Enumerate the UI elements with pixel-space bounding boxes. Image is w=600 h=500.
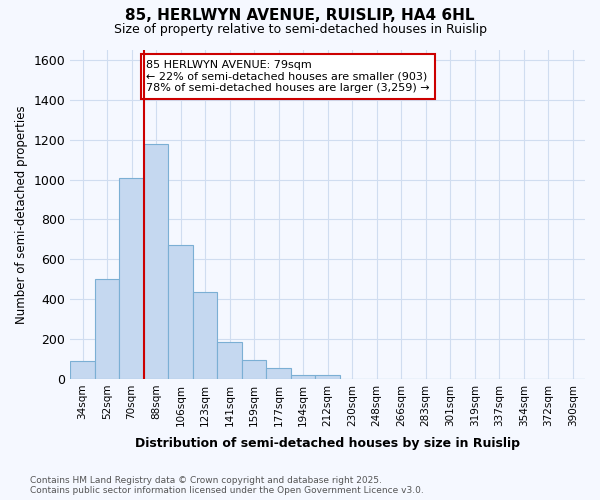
Text: Size of property relative to semi-detached houses in Ruislip: Size of property relative to semi-detach… bbox=[113, 22, 487, 36]
Bar bbox=[217, 342, 242, 379]
Text: 85, HERLWYN AVENUE, RUISLIP, HA4 6HL: 85, HERLWYN AVENUE, RUISLIP, HA4 6HL bbox=[125, 8, 475, 22]
Bar bbox=[193, 292, 217, 379]
Text: Contains HM Land Registry data © Crown copyright and database right 2025.
Contai: Contains HM Land Registry data © Crown c… bbox=[30, 476, 424, 495]
Bar bbox=[242, 360, 266, 379]
Bar bbox=[291, 375, 316, 379]
Bar bbox=[169, 246, 193, 379]
Y-axis label: Number of semi-detached properties: Number of semi-detached properties bbox=[15, 105, 28, 324]
Bar bbox=[144, 144, 169, 379]
Bar bbox=[70, 361, 95, 379]
Bar bbox=[95, 279, 119, 379]
Bar bbox=[316, 375, 340, 379]
X-axis label: Distribution of semi-detached houses by size in Ruislip: Distribution of semi-detached houses by … bbox=[135, 437, 520, 450]
Bar bbox=[119, 178, 144, 379]
Text: 85 HERLWYN AVENUE: 79sqm
← 22% of semi-detached houses are smaller (903)
78% of : 85 HERLWYN AVENUE: 79sqm ← 22% of semi-d… bbox=[146, 60, 430, 93]
Bar bbox=[266, 368, 291, 379]
